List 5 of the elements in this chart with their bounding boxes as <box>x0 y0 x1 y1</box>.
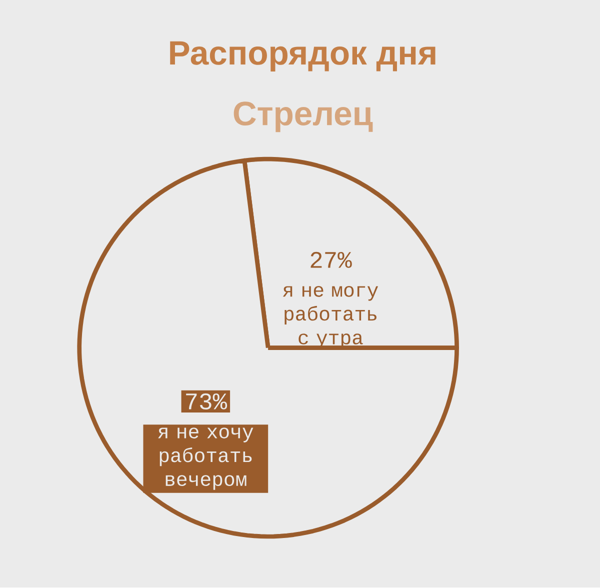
chart-title: Распорядок дня <box>170 42 436 72</box>
legend-label: я не хочу работать вечером <box>158 428 254 490</box>
chart-subtitle: Стрелец <box>234 102 373 132</box>
data-label: 73% <box>186 394 228 410</box>
data-label: 27% <box>310 252 352 268</box>
